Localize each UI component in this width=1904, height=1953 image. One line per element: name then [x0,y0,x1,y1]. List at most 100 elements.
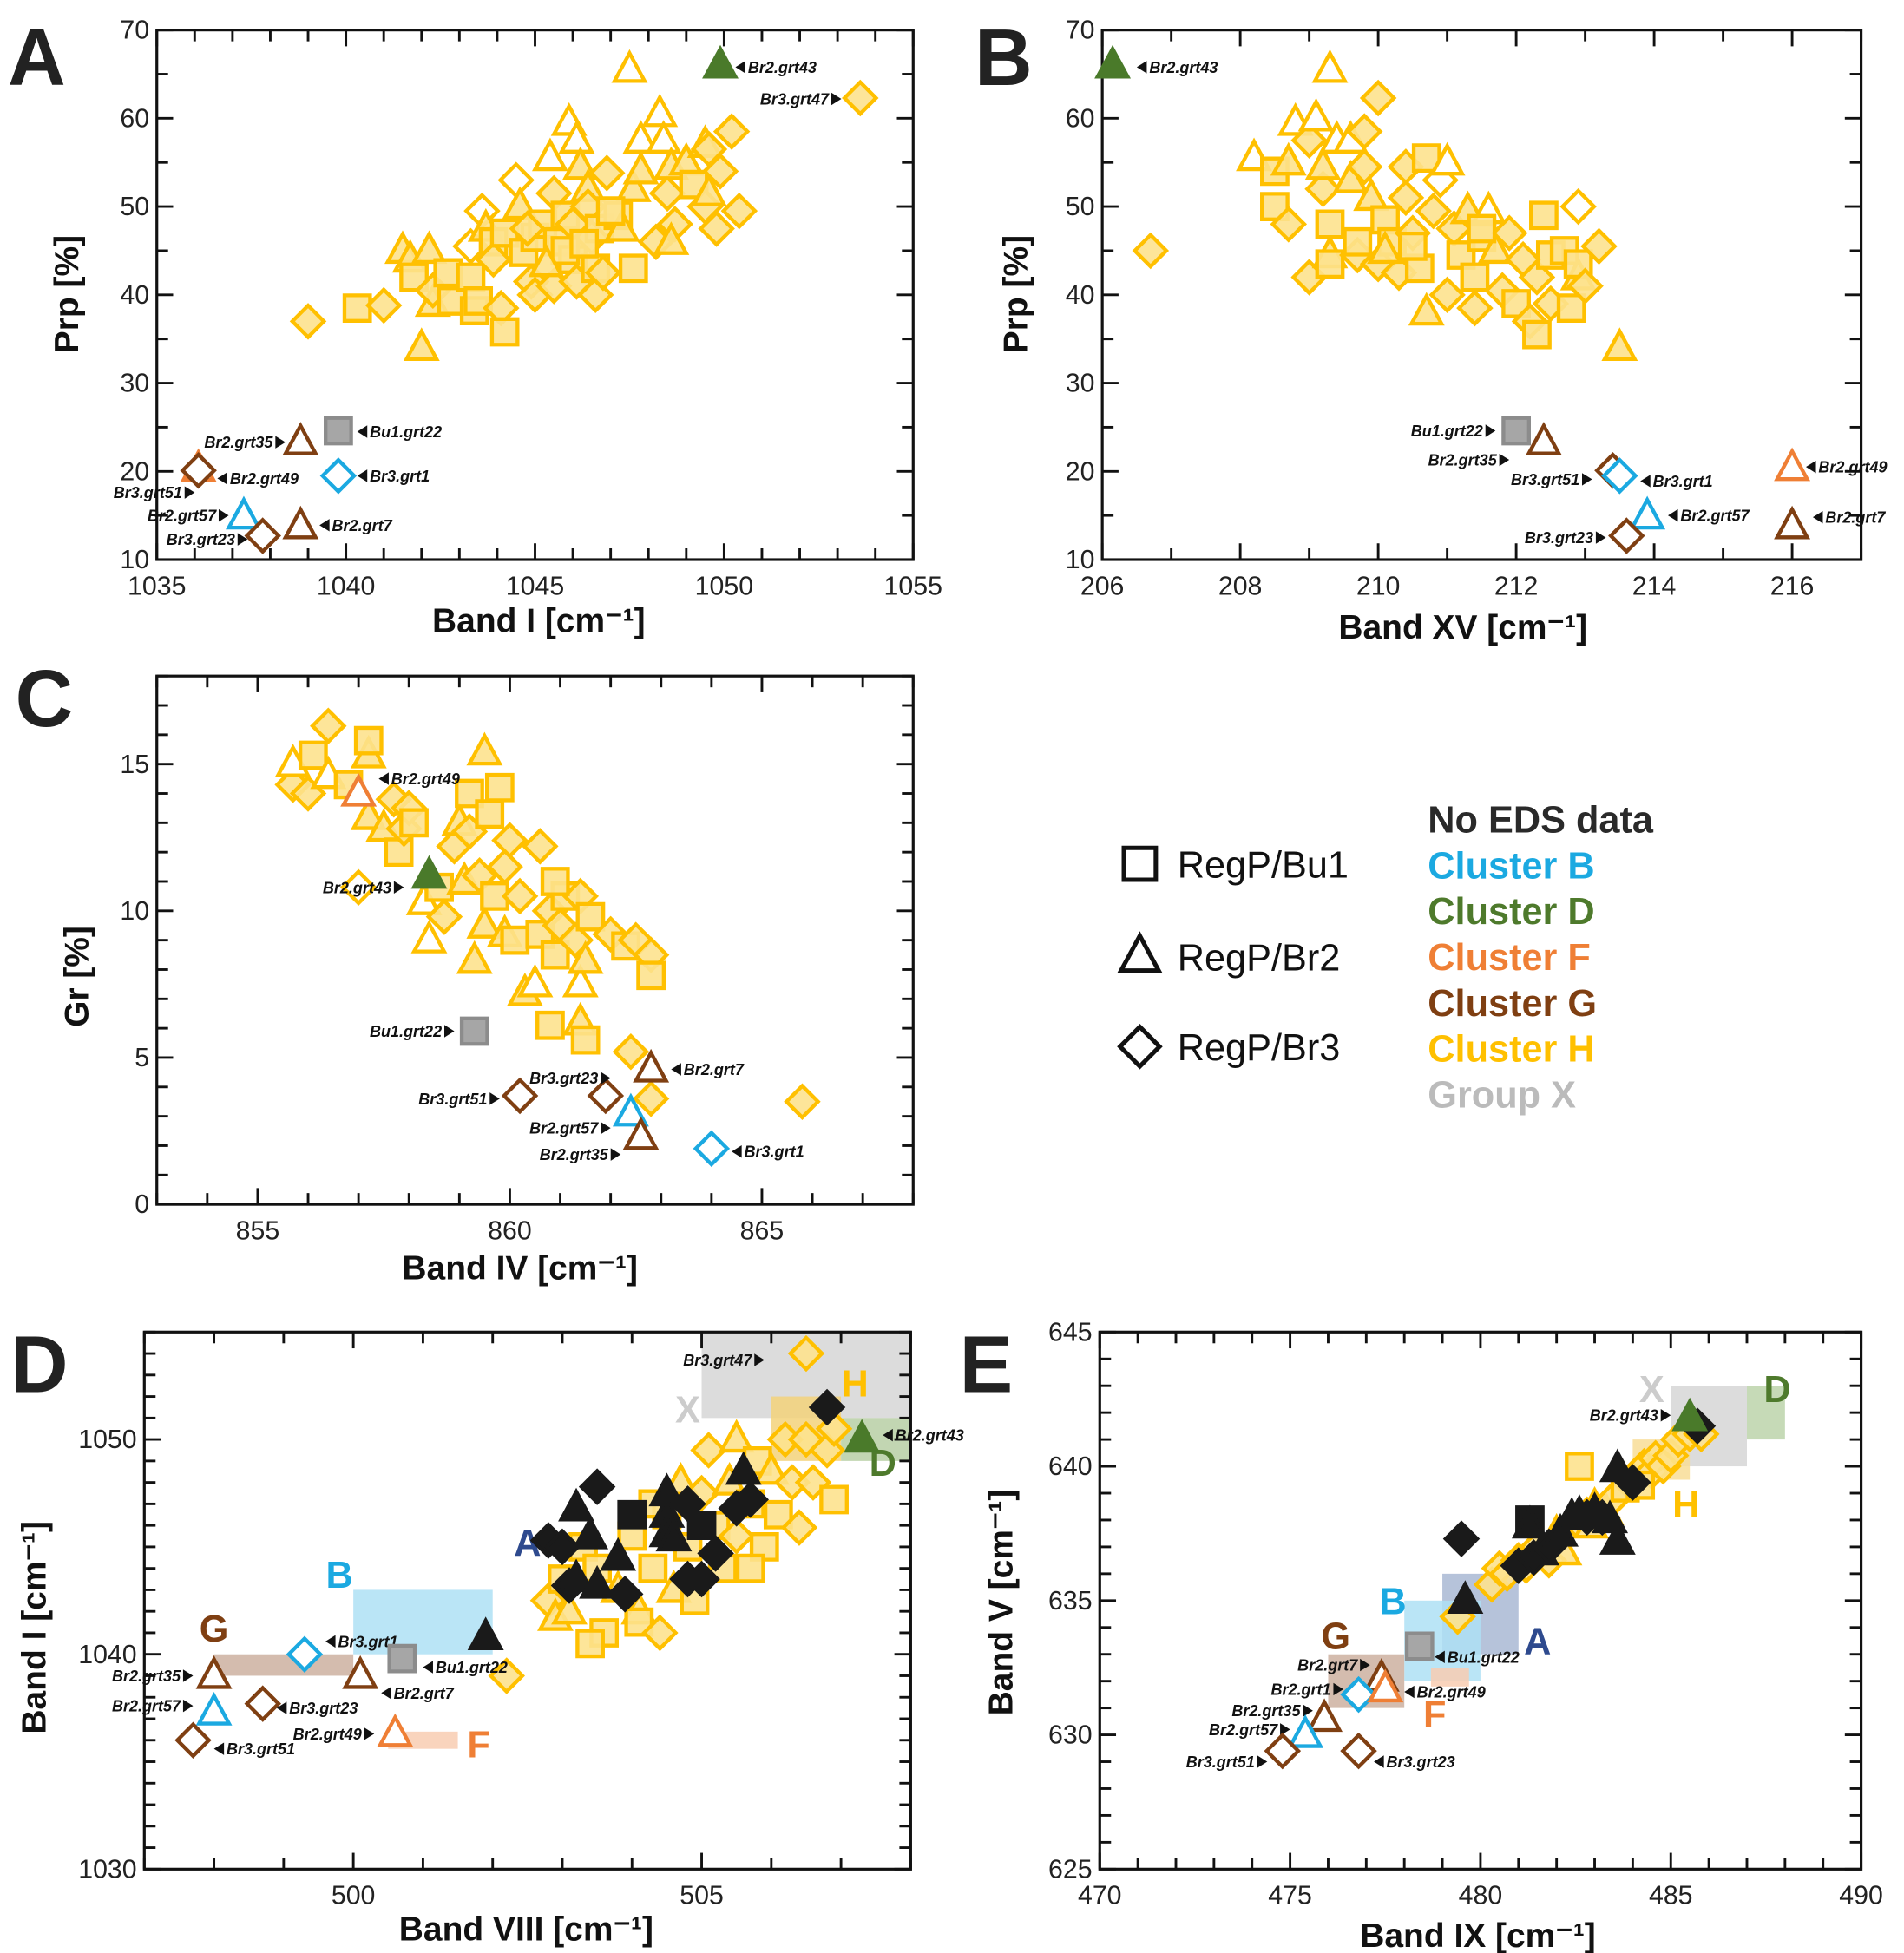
labeled-point-br2-grt35 [1525,422,1562,455]
data-point-diamond [497,161,535,199]
pointer-arrow-icon [883,1428,893,1442]
point-label: Bu1.grt22 [370,1023,442,1040]
labeled-point-bu1-grt22 [459,1016,489,1046]
pointer-arrow-icon [1404,1685,1415,1699]
data-point-triangle [614,168,652,202]
y-tick-label: 40 [120,281,149,310]
data-point-triangle [558,1487,594,1522]
data-point-square [1529,200,1559,231]
data-point-diamond [1566,267,1604,305]
y-tick-label: 625 [1048,1855,1093,1884]
labeled-point-bu1-grt22 [387,1643,417,1674]
data-point-triangle [1297,97,1335,132]
data-point-diamond [1132,232,1170,270]
data-point-diamond [1290,121,1328,160]
data-point-triangle [600,1537,637,1571]
pointer-arrow-icon [1667,508,1678,522]
labeled-point-br2-grt43 [702,44,739,79]
point-label: Br2.grt43 [1149,59,1218,76]
x-tick-label: 1045 [506,572,564,600]
point-label: Br3.grt51 [1511,471,1579,488]
x-tick-label: 214 [1632,572,1677,600]
data-point-triangle [752,1451,790,1485]
point-label: Br3.grt23 [167,531,235,548]
y-tick-label: 10 [120,546,149,574]
data-point-diamond [1304,170,1342,207]
pointer-arrow-icon [610,1148,621,1161]
data-point-square [489,317,520,347]
pointer-arrow-icon [754,1353,765,1366]
data-point-triangle [725,1451,762,1485]
data-point-square [686,1511,717,1541]
data-point-square [1467,213,1497,244]
data-point-diamond [584,254,622,292]
point-label: Bu1.grt22 [370,423,442,441]
data-point-diamond [683,1560,720,1598]
pointer-arrow-icon [1374,1755,1384,1768]
y-tick-label: 10 [120,897,149,926]
point-label: Br2.grt35 [540,1146,609,1163]
y-axis-label: Prp [%] [49,235,86,353]
labeled-point-br2-grt57 [1629,495,1666,530]
data-point-triangle [611,49,648,83]
x-tick-label: 208 [1218,572,1263,600]
point-label: Br2.grt1 [1270,1681,1330,1698]
data-point-square [569,228,600,259]
pointer-arrow-icon [364,1727,375,1740]
x-tick-label: 500 [332,1882,376,1910]
data-point-diamond [588,154,626,192]
data-point-diamond [364,286,403,324]
point-label: Br2.grt49 [391,770,460,788]
pointer-arrow-icon [218,508,229,522]
y-tick-label: 20 [1066,457,1095,486]
region-label-b: B [1379,1581,1406,1622]
data-point-diamond [1456,289,1494,327]
x-tick-label: 475 [1268,1882,1312,1910]
point-label: Br2.grt7 [1297,1657,1358,1674]
data-point-diamond [1580,227,1618,265]
point-label: Br2.grt49 [1417,1684,1486,1701]
pointer-arrow-icon [357,469,368,482]
data-point-diamond [501,877,539,915]
cluster-region-f [1430,1668,1469,1687]
pointer-arrow-icon [1435,1650,1445,1664]
y-tick-label: 1040 [78,1641,136,1669]
data-point-triangle [558,120,595,154]
data-point-diamond [425,898,463,935]
region-label-g: G [1321,1616,1350,1658]
labeled-point-br2-grt43 [1671,1397,1709,1432]
data-point-diamond [578,1468,616,1505]
point-label: Br2.grt57 [1209,1721,1278,1739]
point-label: Br2.grt7 [1825,509,1886,527]
region-label-g: G [200,1609,229,1650]
labeled-point-bu1-grt22 [324,416,353,446]
region-label-b: B [325,1555,352,1596]
y-tick-label: 40 [1066,281,1095,310]
point-label: Br2.grt43 [748,59,817,76]
y-tick-label: 30 [120,370,149,398]
pointer-arrow-icon [378,772,389,785]
labeled-point-br2-grt57 [226,495,262,530]
labeled-point-br3-grt23 [1340,1732,1377,1770]
data-point-triangle [572,1515,609,1550]
labeled-point-br3-grt1 [319,457,358,495]
point-label: Br2.grt7 [684,1061,745,1078]
data-point-square [570,1025,601,1055]
point-label: Bu1.grt22 [1411,423,1483,440]
data-point-triangle [622,150,660,185]
plot-frame [142,1330,912,1871]
pointer-arrow-icon [357,425,368,438]
data-point-triangle [648,1472,686,1507]
data-point-diamond [310,707,347,744]
pointer-arrow-icon [182,1699,194,1713]
point-label: Br2.grt35 [112,1668,181,1685]
pointer-arrow-icon [182,1669,194,1682]
data-point-triangle [410,920,448,954]
data-point-diamond [289,303,327,340]
data-point-square [1522,319,1552,350]
data-point-square [535,1010,565,1040]
cluster-region-g [213,1654,354,1676]
